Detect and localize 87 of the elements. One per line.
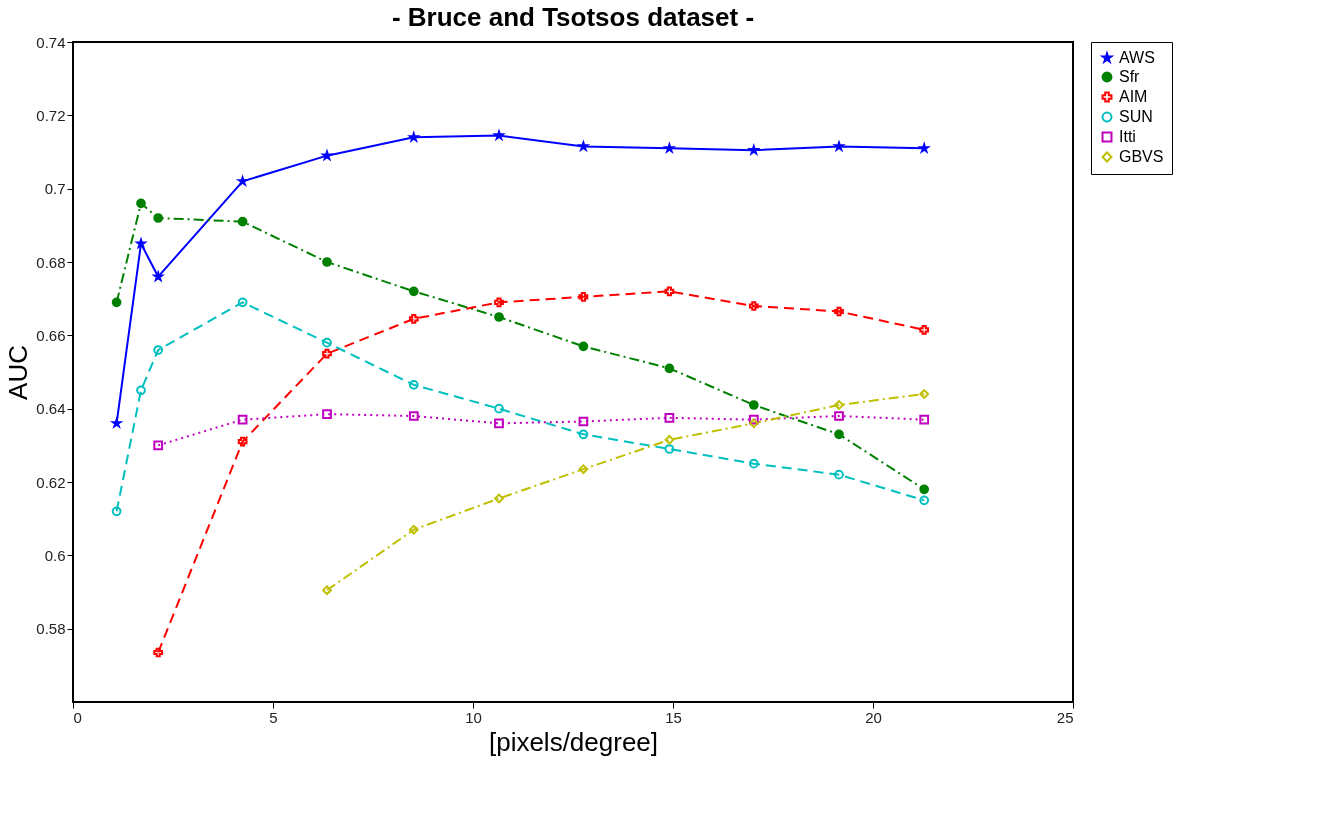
point: [576, 139, 590, 153]
point: [237, 216, 248, 227]
point: [834, 306, 844, 317]
point: [662, 141, 676, 154]
point: [492, 128, 506, 142]
x-tick-label: 5: [269, 708, 278, 726]
y-tick-label: 0.68: [36, 253, 66, 271]
point: [408, 411, 419, 421]
point: [919, 389, 930, 399]
point: [832, 139, 846, 153]
legend-label: AWS: [1119, 49, 1155, 66]
point: [578, 416, 589, 427]
point: [919, 414, 930, 425]
point: [408, 524, 419, 535]
point: [834, 429, 844, 440]
legend-label: AIM: [1119, 88, 1148, 105]
point: [111, 506, 122, 517]
legend-label: Sfr: [1119, 68, 1141, 85]
y-tick-label: 0.64: [36, 400, 66, 418]
point: [136, 198, 146, 209]
point: [237, 414, 248, 425]
point: [748, 458, 759, 469]
point: [153, 440, 164, 451]
point: [494, 312, 504, 322]
point: [834, 469, 844, 480]
point: [237, 297, 248, 308]
legend-label: SUN: [1119, 108, 1153, 125]
x-tick-label: 25: [1056, 708, 1074, 726]
point: [834, 411, 844, 421]
point: [578, 291, 589, 302]
point: [494, 403, 504, 414]
y-tick-label: 0.58: [36, 620, 66, 638]
point: [664, 286, 675, 297]
point: [494, 297, 504, 308]
point: [110, 416, 124, 429]
point: [322, 409, 332, 420]
point: [748, 400, 759, 410]
legend-label: Itti: [1119, 128, 1136, 145]
point: [151, 269, 165, 283]
chart-title: - Bruce and Tsotsos dataset -: [391, 2, 755, 32]
point: [834, 400, 844, 410]
x-tick-label: 10: [465, 708, 482, 726]
point: [664, 363, 675, 374]
point: [153, 647, 164, 658]
point: [134, 236, 148, 250]
point: [322, 257, 332, 267]
point: [917, 141, 931, 154]
point: [747, 143, 761, 156]
point: [237, 436, 248, 447]
point: [664, 412, 675, 423]
point: [494, 418, 504, 429]
point: [664, 434, 675, 445]
point: [136, 385, 146, 396]
x-axis-title: [pixels/degree]: [488, 726, 659, 757]
point: [919, 484, 930, 495]
point: [322, 337, 332, 348]
point: [578, 341, 589, 352]
point: [748, 418, 759, 429]
point: [322, 348, 332, 359]
point: [320, 148, 334, 162]
point: [111, 297, 122, 308]
point: [322, 585, 332, 596]
point: [748, 301, 759, 311]
point: [664, 444, 675, 454]
x-tick-label: 15: [665, 708, 682, 726]
point: [494, 493, 504, 504]
point: [153, 345, 164, 355]
point: [407, 130, 421, 143]
legend-label: GBVS: [1119, 148, 1164, 165]
point: [153, 213, 164, 223]
point: [408, 379, 419, 390]
point: [919, 495, 930, 506]
point: [408, 313, 419, 324]
y-tick-label: 0.72: [36, 106, 66, 124]
y-tick-label: 0.62: [36, 473, 66, 491]
x-tick-label: 20: [865, 708, 882, 726]
point: [578, 429, 589, 440]
x-tick-label: 0: [73, 708, 82, 726]
point: [919, 324, 930, 335]
y-tick-label: 0.6: [44, 546, 66, 564]
point: [748, 414, 759, 425]
y-axis-title: AUC: [3, 345, 34, 400]
y-tick-label: 0.74: [36, 33, 66, 51]
y-tick-label: 0.66: [36, 326, 66, 344]
y-tick-label: 0.7: [44, 180, 66, 198]
point: [578, 464, 589, 475]
point: [408, 286, 419, 297]
